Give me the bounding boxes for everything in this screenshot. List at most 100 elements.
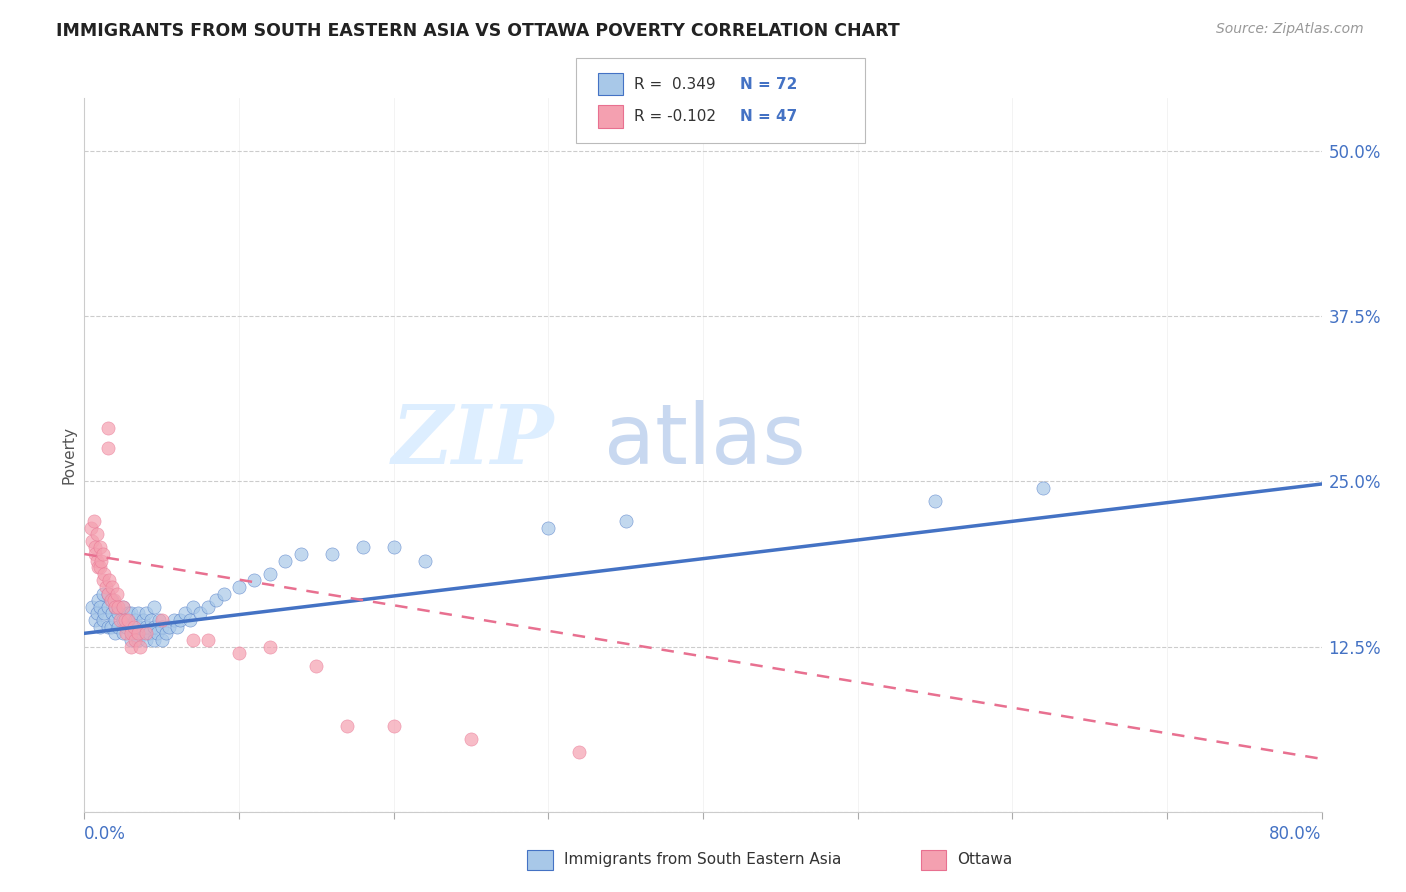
Point [166, 620, 188, 634]
Point [413, 554, 436, 568]
Point [104, 613, 127, 627]
Point [104, 599, 127, 614]
Point [96, 587, 118, 601]
Point [104, 599, 127, 614]
Point [122, 626, 145, 640]
Point [460, 732, 482, 747]
Point [132, 613, 155, 627]
Point [305, 659, 328, 673]
Point [101, 593, 124, 607]
Point [352, 541, 374, 555]
Point [82, 533, 104, 548]
Point [228, 646, 250, 660]
Point [112, 599, 135, 614]
Point [84, 541, 107, 555]
Point [87, 560, 110, 574]
Point [174, 607, 197, 621]
Point [336, 719, 359, 733]
Point [139, 613, 162, 627]
Point [146, 626, 169, 640]
Point [108, 613, 131, 627]
Point [100, 593, 122, 607]
Point [105, 587, 128, 601]
Point [135, 632, 157, 647]
Point [104, 626, 127, 640]
Point [127, 632, 149, 647]
Point [122, 620, 145, 634]
Text: ZIP: ZIP [392, 401, 554, 481]
Point [79, 520, 101, 534]
Point [112, 613, 135, 627]
Point [86, 607, 108, 621]
Point [205, 593, 228, 607]
Point [114, 613, 136, 627]
Point [112, 599, 135, 614]
Point [124, 613, 146, 627]
Point [181, 632, 204, 647]
Point [124, 632, 146, 647]
Point [243, 574, 266, 588]
Point [86, 527, 108, 541]
Point [181, 599, 204, 614]
Point [131, 626, 153, 640]
Point [135, 607, 157, 621]
Point [129, 640, 152, 654]
Point [96, 587, 118, 601]
Point [321, 547, 343, 561]
Point [83, 514, 105, 528]
Text: N = 72: N = 72 [740, 77, 797, 92]
Point [212, 587, 235, 601]
Text: IMMIGRANTS FROM SOUTH EASTERN ASIA VS OTTAWA POVERTY CORRELATION CHART: IMMIGRANTS FROM SOUTH EASTERN ASIA VS OT… [56, 22, 900, 40]
Point [117, 613, 139, 627]
Point [101, 607, 124, 621]
Point [90, 554, 112, 568]
Point [107, 599, 129, 614]
Point [197, 632, 219, 647]
Point [150, 632, 173, 647]
Point [89, 560, 111, 574]
Point [91, 574, 114, 588]
Point [91, 547, 114, 561]
Point [91, 587, 114, 601]
Point [169, 613, 191, 627]
Point [163, 613, 186, 627]
Point [924, 494, 946, 508]
Text: Immigrants from South Eastern Asia: Immigrants from South Eastern Asia [564, 853, 841, 867]
Point [115, 620, 138, 634]
Point [89, 541, 111, 555]
Point [107, 607, 129, 621]
Point [117, 607, 139, 621]
Point [382, 541, 405, 555]
Point [127, 607, 149, 621]
Point [159, 620, 180, 634]
Point [93, 607, 115, 621]
Point [135, 620, 157, 634]
Point [96, 442, 118, 456]
Text: N = 47: N = 47 [740, 109, 797, 124]
Point [96, 620, 118, 634]
Point [188, 607, 211, 621]
Point [84, 547, 107, 561]
Point [115, 626, 138, 640]
Point [93, 566, 115, 581]
Point [274, 554, 297, 568]
Point [82, 599, 104, 614]
Point [120, 607, 142, 621]
Point [290, 547, 312, 561]
Point [228, 580, 250, 594]
Point [91, 613, 114, 627]
Point [537, 520, 560, 534]
Text: 80.0%: 80.0% [1270, 825, 1322, 843]
Point [148, 613, 170, 627]
Point [101, 580, 124, 594]
Point [89, 599, 111, 614]
Point [94, 580, 117, 594]
Point [197, 599, 219, 614]
Point [86, 554, 108, 568]
Point [179, 613, 201, 627]
Point [103, 593, 125, 607]
Point [127, 620, 149, 634]
Point [138, 626, 160, 640]
Point [155, 626, 177, 640]
Point [120, 632, 142, 647]
